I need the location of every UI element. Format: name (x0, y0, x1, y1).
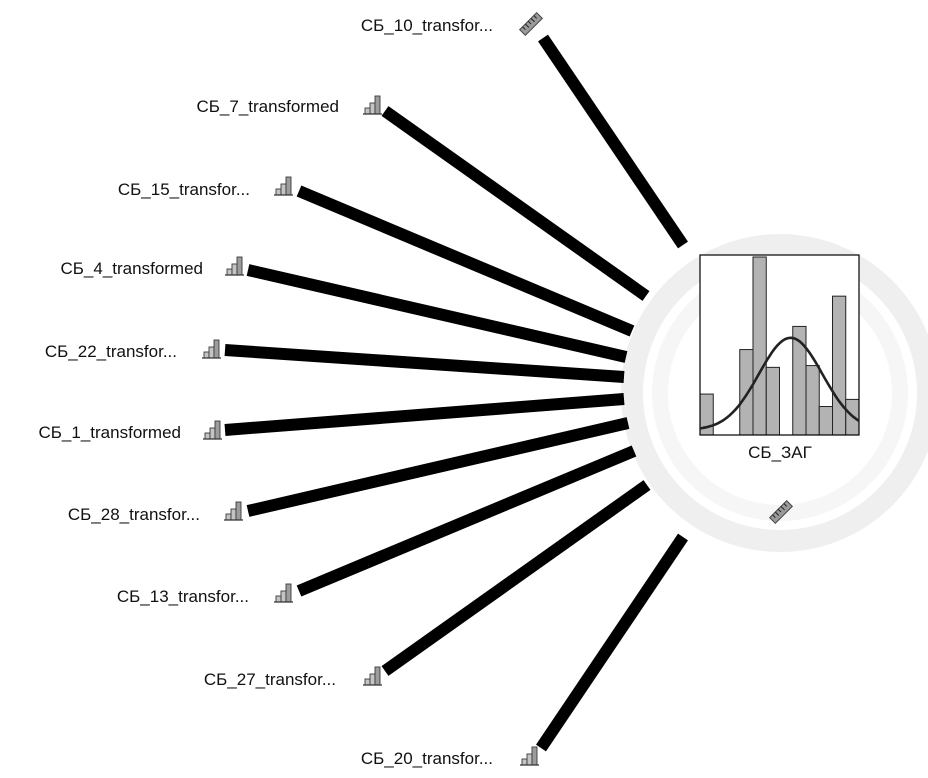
predictor-node[interactable]: СБ_15_transfor... (118, 176, 293, 199)
histogram-bar (752, 256, 767, 436)
predictor-node[interactable]: СБ_22_transfor... (45, 339, 221, 361)
predictor-node[interactable]: СБ_7_transformed (197, 95, 383, 116)
histogram-bar (739, 349, 754, 436)
links-group (224, 34, 688, 752)
target-histogram (699, 256, 860, 436)
bar-chart-icon-bar (236, 256, 243, 276)
bar-chart-icon-bar (280, 590, 287, 603)
bar-chart-icon (202, 339, 221, 359)
bar-chart-icon-bar (214, 420, 221, 440)
link-1[interactable] (538, 34, 688, 249)
link-9[interactable] (381, 480, 651, 676)
bar-chart-icon (274, 583, 293, 603)
bar-chart-icon (520, 746, 539, 766)
bar-chart-icon-bar (526, 753, 533, 766)
bar-chart-icon (363, 666, 382, 686)
predictor-node[interactable]: СБ_1_transformed (39, 420, 223, 442)
bar-chart-icon-bar (374, 666, 381, 686)
predictor-label: СБ_7_transformed (197, 97, 340, 116)
bar-chart-icon-bar (209, 427, 216, 440)
ruler-icon (768, 499, 794, 525)
bar-chart-icon-bar (369, 102, 376, 115)
target-label: СБ_ЗАГ (748, 443, 812, 462)
bar-chart-icon (274, 176, 293, 196)
predictor-label: СБ_27_transfor... (204, 670, 336, 689)
target-node[interactable]: СБ_ЗАГ (699, 254, 860, 462)
predictor-label: СБ_28_transfor... (68, 505, 200, 524)
histogram-bar (765, 366, 780, 436)
predictor-node[interactable]: СБ_27_transfor... (204, 666, 382, 689)
bar-chart-icon-bar (208, 346, 215, 359)
predictor-node[interactable]: СБ_10_transfor... (361, 11, 544, 37)
bar-chart-icon-bar (213, 339, 220, 359)
predictor-label: СБ_4_transformed (61, 259, 204, 278)
link-10[interactable] (536, 533, 688, 752)
bar-chart-icon-bar (226, 268, 233, 276)
predictor-nodes: СБ_10_transfor... СБ_7_transformed СБ_15_t… (39, 11, 544, 768)
link-3[interactable] (296, 185, 635, 337)
ruler-icon (518, 11, 544, 37)
predictor-label: СБ_13_transfor... (117, 587, 249, 606)
bar-chart-icon-bar (275, 188, 282, 196)
link-8[interactable] (296, 445, 637, 597)
bar-chart-icon-bar (521, 758, 528, 766)
bar-chart-icon-bar (225, 513, 232, 521)
bar-chart-icon-bar (280, 183, 287, 196)
predictor-label: СБ_20_transfor... (361, 749, 493, 768)
predictor-node[interactable]: СБ_28_transfor... (68, 501, 243, 524)
bar-chart-icon-bar (235, 501, 242, 521)
bar-chart-icon-bar (364, 678, 371, 686)
link-6[interactable] (224, 393, 625, 436)
bar-chart-icon-bar (285, 583, 292, 603)
bar-chart-icon-bar (230, 508, 237, 521)
bar-chart-icon (363, 95, 382, 115)
bar-chart-icon-bar (374, 95, 381, 115)
histogram-bar (805, 365, 820, 436)
predictor-node[interactable]: СБ_13_transfor... (117, 583, 293, 606)
predictor-label: СБ_15_transfor... (118, 180, 250, 199)
link-7[interactable] (246, 417, 630, 517)
target-frame (699, 254, 860, 436)
predictor-node[interactable]: СБ_4_transformed (61, 256, 245, 278)
predictor-label: СБ_1_transformed (39, 423, 182, 442)
histogram-bar (832, 295, 847, 436)
bar-chart-icon-bar (285, 176, 292, 196)
bar-chart-icon-bar (275, 595, 282, 603)
link-2[interactable] (381, 106, 650, 301)
bar-chart-icon (224, 501, 243, 521)
normal-curve (699, 336, 860, 430)
predictor-label: СБ_22_transfor... (45, 342, 177, 361)
link-4[interactable] (246, 264, 628, 363)
predictor-label: СБ_10_transfor... (361, 16, 493, 35)
bar-chart-icon (225, 256, 244, 276)
histogram-bar (818, 406, 833, 436)
bar-chart-icon-bar (204, 432, 211, 440)
bar-chart-icon-bar (203, 351, 210, 359)
bar-chart-icon-bar (531, 746, 538, 766)
bar-chart-icon-bar (231, 263, 238, 276)
bar-chart-icon-bar (364, 107, 371, 115)
predictor-node[interactable]: СБ_20_transfor... (361, 746, 539, 768)
bar-chart-icon-bar (369, 673, 376, 686)
link-5[interactable] (224, 344, 625, 383)
bar-chart-icon (203, 420, 222, 440)
